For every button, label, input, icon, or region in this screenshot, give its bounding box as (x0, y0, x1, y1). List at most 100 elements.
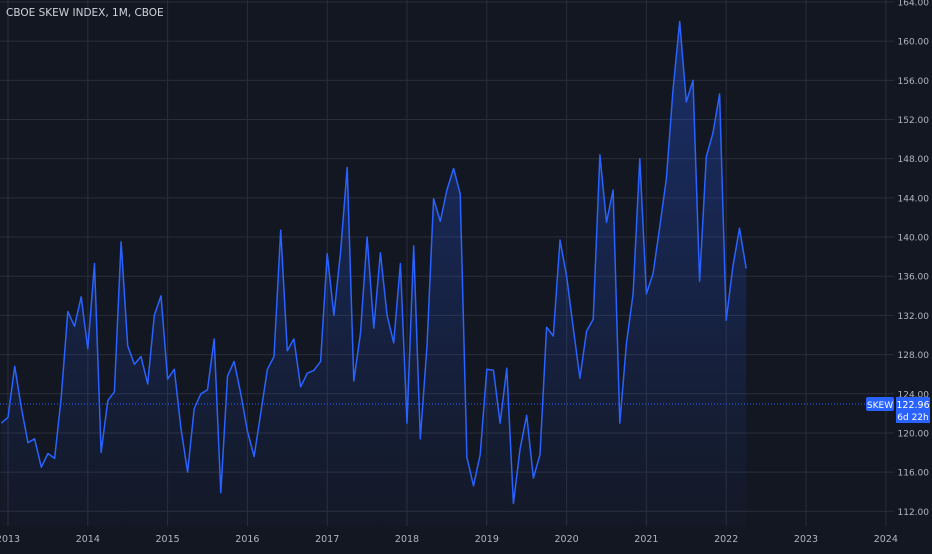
data-point (331, 312, 337, 318)
data-point (5, 414, 11, 420)
data-point (178, 425, 184, 431)
badge-symbol-box (866, 397, 894, 411)
data-point (205, 387, 211, 393)
data-point (111, 389, 117, 395)
time-axis[interactable]: 2013 2014 2015 2016 2017 2018 2019 2020 2021 2022… (0, 534, 898, 545)
y-tick-label: 132.00 (898, 312, 930, 322)
data-point (490, 367, 496, 373)
data-point (497, 420, 503, 426)
series-layer (0, 19, 894, 526)
y-tick-label: 148.00 (898, 155, 930, 165)
data-point (211, 336, 217, 342)
price-axis[interactable]: 112.00 116.00 120.00 124.00 128.00 132.00 136.… (898, 0, 930, 518)
data-point (550, 333, 556, 339)
data-point (45, 451, 51, 457)
y-tick-label: 116.00 (898, 469, 930, 479)
data-point (38, 464, 44, 470)
data-point (657, 224, 663, 230)
data-point (617, 420, 623, 426)
data-point (444, 187, 450, 193)
data-point (218, 490, 224, 496)
data-point (471, 483, 477, 489)
data-point (224, 373, 230, 379)
data-point (537, 451, 543, 457)
data-point (397, 260, 403, 266)
last-price-badge: SKEW 122.96 6d 22h (866, 397, 930, 423)
data-point (477, 451, 483, 457)
data-point (91, 260, 97, 266)
data-point (344, 164, 350, 170)
data-point (364, 234, 370, 240)
symbol-title: CBOE SKEW INDEX, 1M, CBOE (6, 7, 164, 19)
data-point (743, 265, 749, 271)
badge-price-box (896, 397, 930, 423)
data-point (145, 381, 151, 387)
data-point (318, 358, 324, 364)
x-tick-label: 2018 (395, 534, 419, 545)
data-point (577, 375, 583, 381)
data-point (125, 343, 131, 349)
data-point (138, 354, 144, 360)
x-tick-label: 2021 (634, 534, 658, 545)
x-tick-label: 2024 (874, 534, 898, 545)
y-tick-label: 164.00 (898, 0, 930, 8)
data-point (78, 294, 84, 300)
data-point (663, 175, 669, 181)
data-point (417, 436, 423, 442)
data-point (437, 218, 443, 224)
x-tick-label: 2015 (156, 534, 180, 545)
data-point (258, 410, 264, 416)
data-point (637, 156, 643, 162)
badge-price: 122.96 (896, 400, 929, 411)
data-point (271, 354, 277, 360)
data-point (737, 225, 743, 231)
data-point (424, 343, 430, 349)
data-point (643, 291, 649, 297)
data-point (231, 358, 237, 364)
data-point (338, 250, 344, 256)
data-point (697, 278, 703, 284)
data-point (451, 165, 457, 171)
data-point (238, 391, 244, 397)
data-point (677, 19, 683, 25)
series-area-fill (1, 21, 747, 526)
data-point (18, 404, 24, 410)
data-point (570, 325, 576, 331)
data-point (564, 273, 570, 279)
data-point (524, 412, 530, 418)
data-point (151, 312, 157, 318)
data-point (457, 191, 463, 197)
data-point (384, 312, 390, 318)
series-line (0, 20, 747, 505)
data-point (32, 436, 38, 442)
data-point (72, 323, 78, 329)
data-point (12, 363, 18, 369)
x-tick-label: 2023 (794, 534, 818, 545)
data-point (298, 384, 304, 390)
data-point (105, 398, 111, 404)
data-point (604, 219, 610, 225)
data-point (191, 405, 197, 411)
data-point (464, 454, 470, 460)
data-point (357, 330, 363, 336)
data-point (291, 336, 297, 342)
data-point (324, 251, 330, 257)
data-point (58, 395, 64, 401)
y-tick-label: 152.00 (898, 116, 930, 126)
data-point (98, 450, 104, 456)
data-point (311, 367, 317, 373)
data-point (304, 370, 310, 376)
y-tick-label: 124.00 (898, 390, 930, 400)
x-tick-label: 2022 (714, 534, 738, 545)
data-point (723, 317, 729, 323)
data-point (165, 376, 171, 382)
data-point (371, 325, 377, 331)
y-tick-label: 140.00 (898, 234, 930, 244)
x-tick-label: 2020 (555, 534, 579, 545)
data-point (85, 346, 91, 352)
y-tick-label: 112.00 (898, 508, 930, 518)
y-tick-label: 156.00 (898, 77, 930, 87)
data-point (52, 455, 58, 461)
